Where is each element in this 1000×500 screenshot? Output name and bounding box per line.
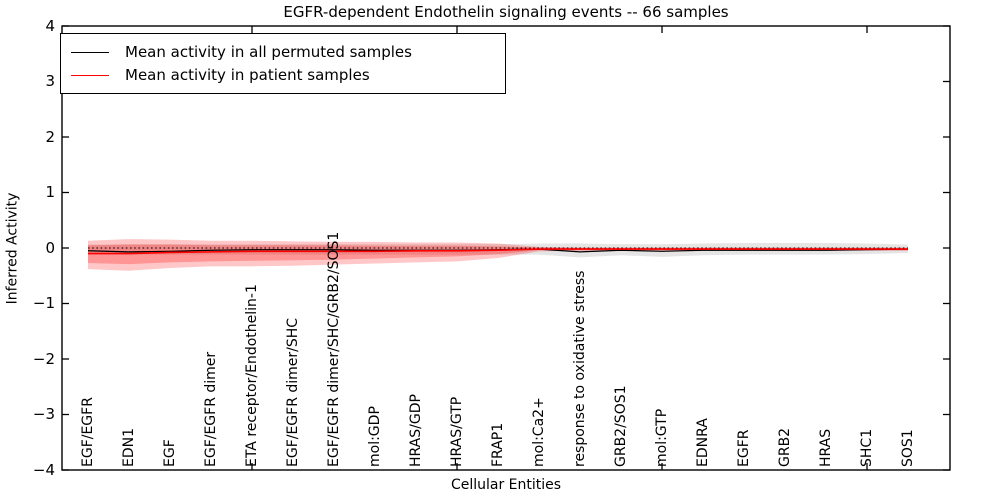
x-tick-label: EGF xyxy=(162,439,178,467)
x-tick-label: GRB2 xyxy=(777,427,793,467)
x-axis-label: Cellular Entities xyxy=(450,477,562,493)
y-tick-label: 0 xyxy=(45,238,55,257)
y-tick-label: −2 xyxy=(32,349,55,368)
y-tick-label: −3 xyxy=(32,405,55,423)
x-tick-label: GRB2/SOS1 xyxy=(613,385,629,467)
x-tick-label: EDNRA xyxy=(695,418,711,467)
x-tick-label: EGF/EGFR xyxy=(80,397,96,467)
legend-item-patient: Mean activity in patient samples xyxy=(69,66,497,84)
series-line-patient xyxy=(88,248,908,255)
x-tick-label: FRAP1 xyxy=(490,422,506,467)
x-tick-label: EDN1 xyxy=(121,427,137,467)
legend-label-permuted: Mean activity in all permuted samples xyxy=(125,43,412,61)
x-tick-label: SHC1 xyxy=(859,428,875,467)
x-tick-label: EGF/EGFR dimer xyxy=(203,351,219,467)
x-tick-label: HRAS xyxy=(818,428,834,467)
x-tick-label: ETA receptor/Endothelin-1 xyxy=(244,284,260,467)
x-tick-label: EGFR xyxy=(736,429,752,467)
patient-sample-range-outer-band xyxy=(88,239,908,271)
y-tick-label: 2 xyxy=(45,127,55,146)
y-tick-label: −1 xyxy=(32,294,55,312)
red-line-swatch xyxy=(71,74,109,76)
x-tick-label: EGF/EGFR dimer/SHC xyxy=(285,317,301,467)
legend-label-patient: Mean activity in patient samples xyxy=(125,66,370,84)
x-tick-label: mol:Ca2+ xyxy=(531,397,547,467)
y-tick-label: 3 xyxy=(45,72,55,90)
x-tick-label: HRAS/GDP xyxy=(408,394,424,467)
x-tick-label: mol:GTP xyxy=(654,408,670,467)
x-tick-label: HRAS/GTP xyxy=(449,396,465,467)
chart-title: EGFR-dependent Endothelin signaling even… xyxy=(283,3,729,21)
y-tick-label: 4 xyxy=(45,16,55,35)
x-tick-label: response to oxidative stress xyxy=(572,270,588,467)
y-tick-label: −4 xyxy=(32,460,55,479)
black-line-swatch xyxy=(71,51,109,53)
legend-item-permuted: Mean activity in all permuted samples xyxy=(69,43,497,61)
x-tick-label: SOS1 xyxy=(900,429,916,467)
legend: Mean activity in all permuted samples Me… xyxy=(60,33,506,94)
x-tick-label: mol:GDP xyxy=(367,406,383,467)
x-tick-label: EGF/EGFR dimer/SHC/GRB2/SOS1 xyxy=(326,231,342,467)
y-tick-label: 1 xyxy=(45,183,55,201)
